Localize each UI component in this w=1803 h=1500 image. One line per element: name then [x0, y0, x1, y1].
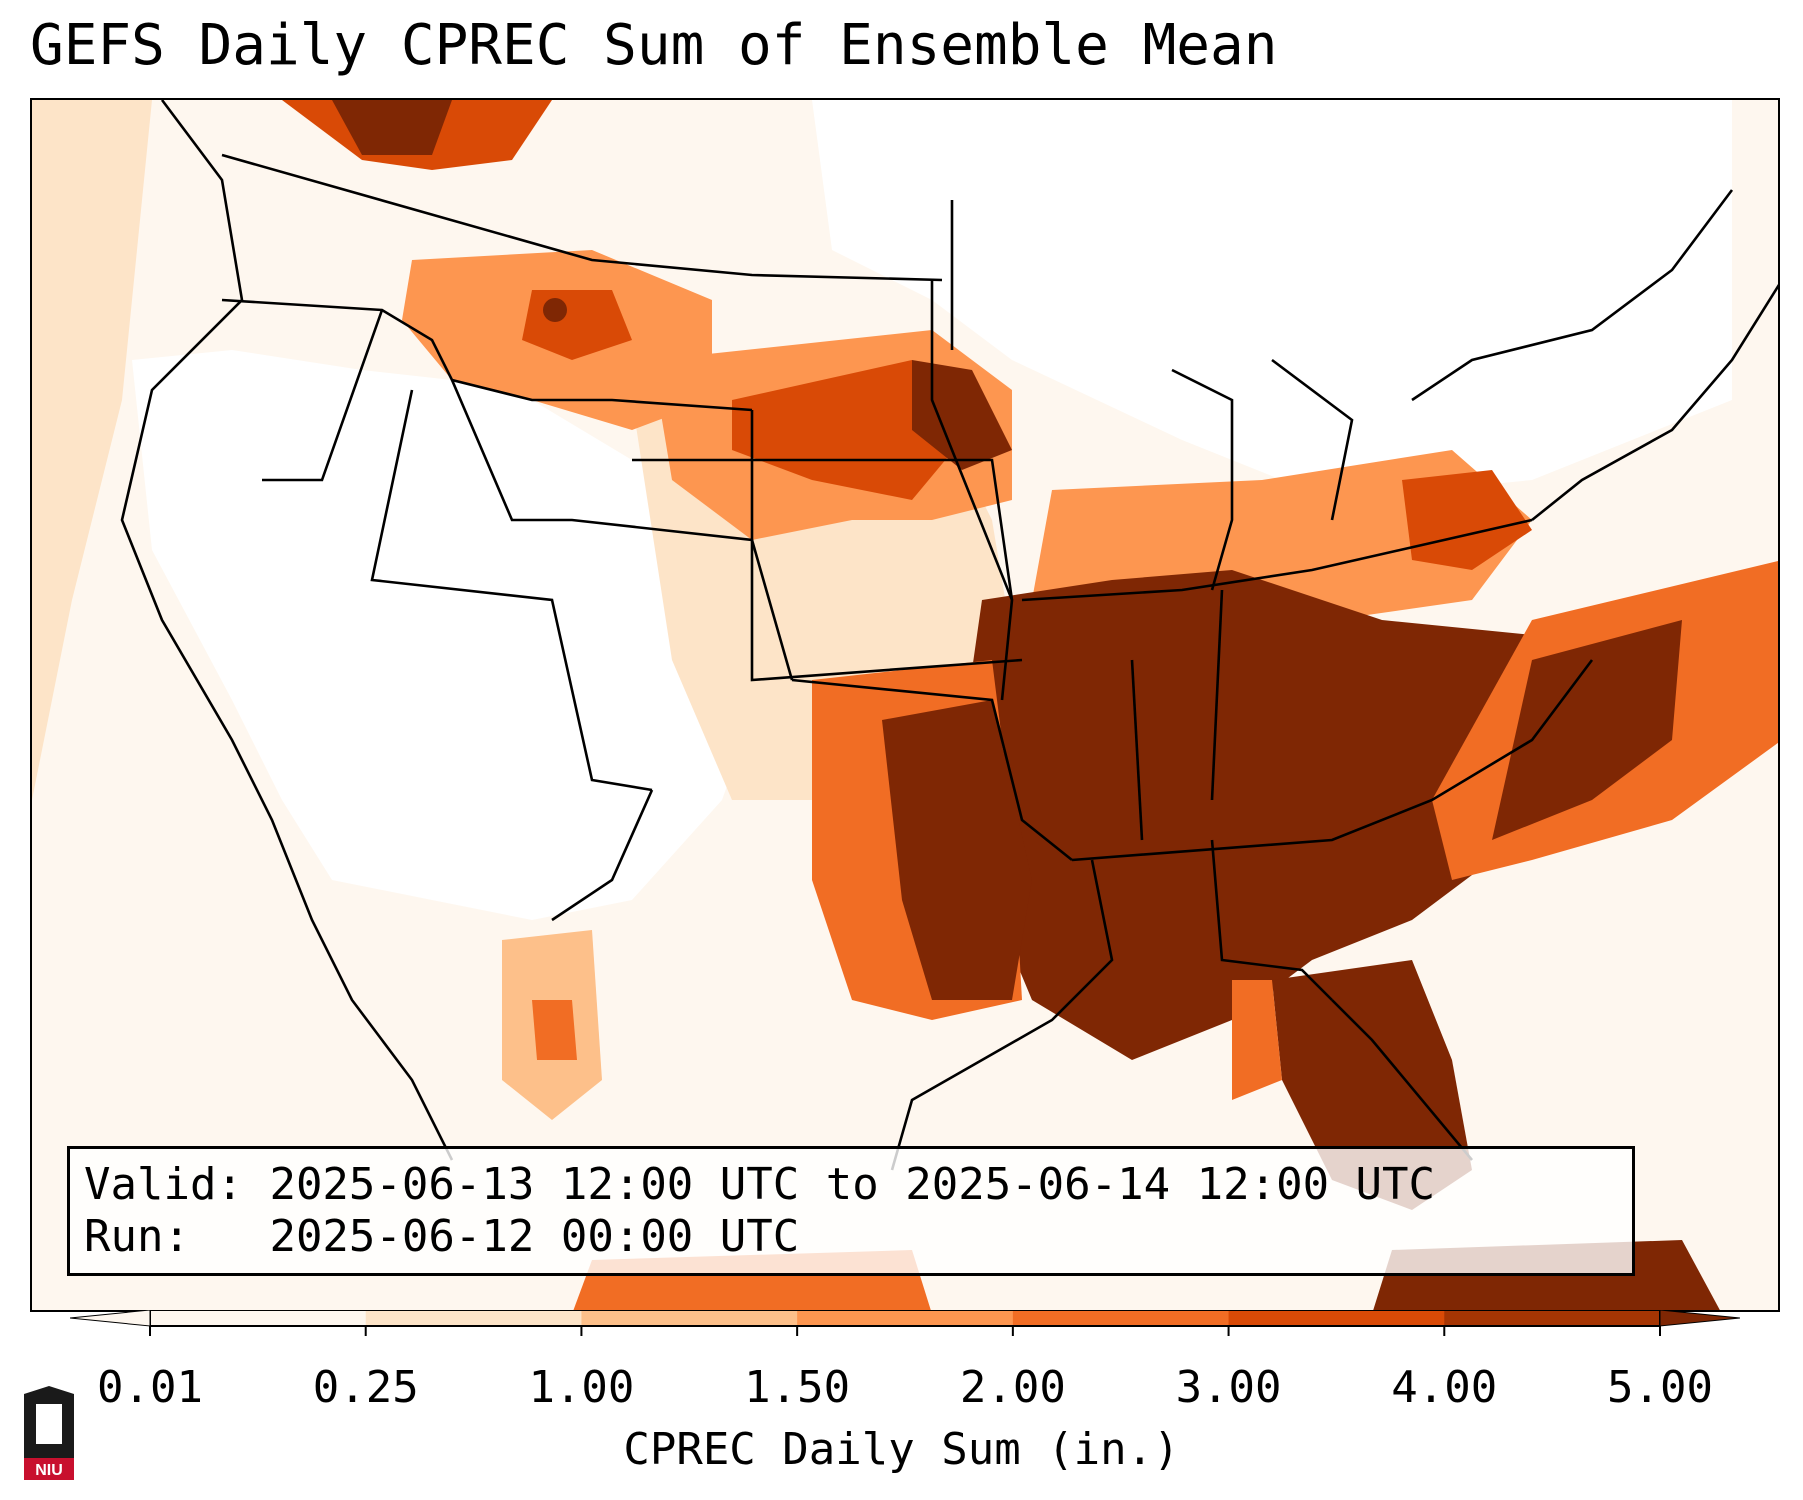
precipitation-map	[30, 98, 1780, 1312]
logo-text: NIU	[35, 1462, 63, 1479]
map-title: GEFS Daily CPREC Sum of Ensemble Mean	[30, 13, 1278, 78]
colorbar-ticks	[149, 1326, 1661, 1336]
plains-core	[732, 360, 962, 500]
dry-northeast-area	[812, 100, 1732, 500]
logo-band	[24, 1458, 74, 1480]
valid-run-info-box: Valid: 2025-06-13 12:00 UTC to 2025-06-1…	[67, 1146, 1635, 1276]
niu-logo: NIU	[24, 1386, 74, 1480]
valid-value: 2025-06-13 12:00 UTC to 2025-06-14 12:00…	[269, 1159, 1436, 1210]
louisiana-core	[882, 700, 1032, 1000]
colorbar-label: CPREC Daily Sum (in.)	[623, 1424, 1180, 1475]
colorbar-tick-label: 4.00	[1391, 1362, 1498, 1413]
colorbar-segments	[149, 1310, 1661, 1327]
southeast-core	[962, 570, 1632, 1060]
dry-west-area	[132, 350, 772, 920]
gulf-rain	[1232, 980, 1282, 1100]
colorbar-tick-label: 1.50	[744, 1362, 851, 1413]
state-borders	[120, 100, 1778, 1171]
minnesota-core	[912, 360, 1012, 470]
colorbar-tick-label: 5.00	[1607, 1362, 1713, 1413]
pennsylvania-core	[1402, 470, 1532, 570]
run-label: Run:	[84, 1211, 190, 1262]
mexico-core	[532, 1000, 577, 1060]
colorbar-tick-label: 0.25	[312, 1362, 419, 1413]
colorbar-segment	[1228, 1310, 1445, 1326]
valid-label: Valid:	[84, 1159, 243, 1210]
colorbar-segment	[1444, 1310, 1661, 1326]
pacific-band	[32, 100, 152, 800]
map-canvas	[32, 100, 1778, 1310]
run-value: 2025-06-12 00:00 UTC	[269, 1211, 800, 1262]
colorbar-segment	[797, 1310, 1014, 1326]
colorbar-tick-label: 0.01	[97, 1362, 203, 1413]
colorbar-extend-right	[1659, 1310, 1740, 1327]
atlantic-core	[1492, 620, 1682, 840]
colorbar-tick-label: 1.00	[528, 1362, 635, 1413]
colorbar-tick-label: 3.00	[1175, 1362, 1282, 1413]
colorbar-segment	[581, 1310, 798, 1326]
canada-core	[332, 100, 452, 155]
logo-tower	[36, 1404, 62, 1444]
colorbar-extend-left	[70, 1310, 151, 1327]
colorbar-segment	[150, 1310, 367, 1326]
montana-peak	[543, 298, 567, 322]
colorbar-segment	[1012, 1310, 1230, 1326]
colorbar	[70, 1310, 1740, 1336]
colorbar-tick-label: 2.00	[959, 1362, 1066, 1413]
colorbar-segment	[365, 1310, 582, 1326]
